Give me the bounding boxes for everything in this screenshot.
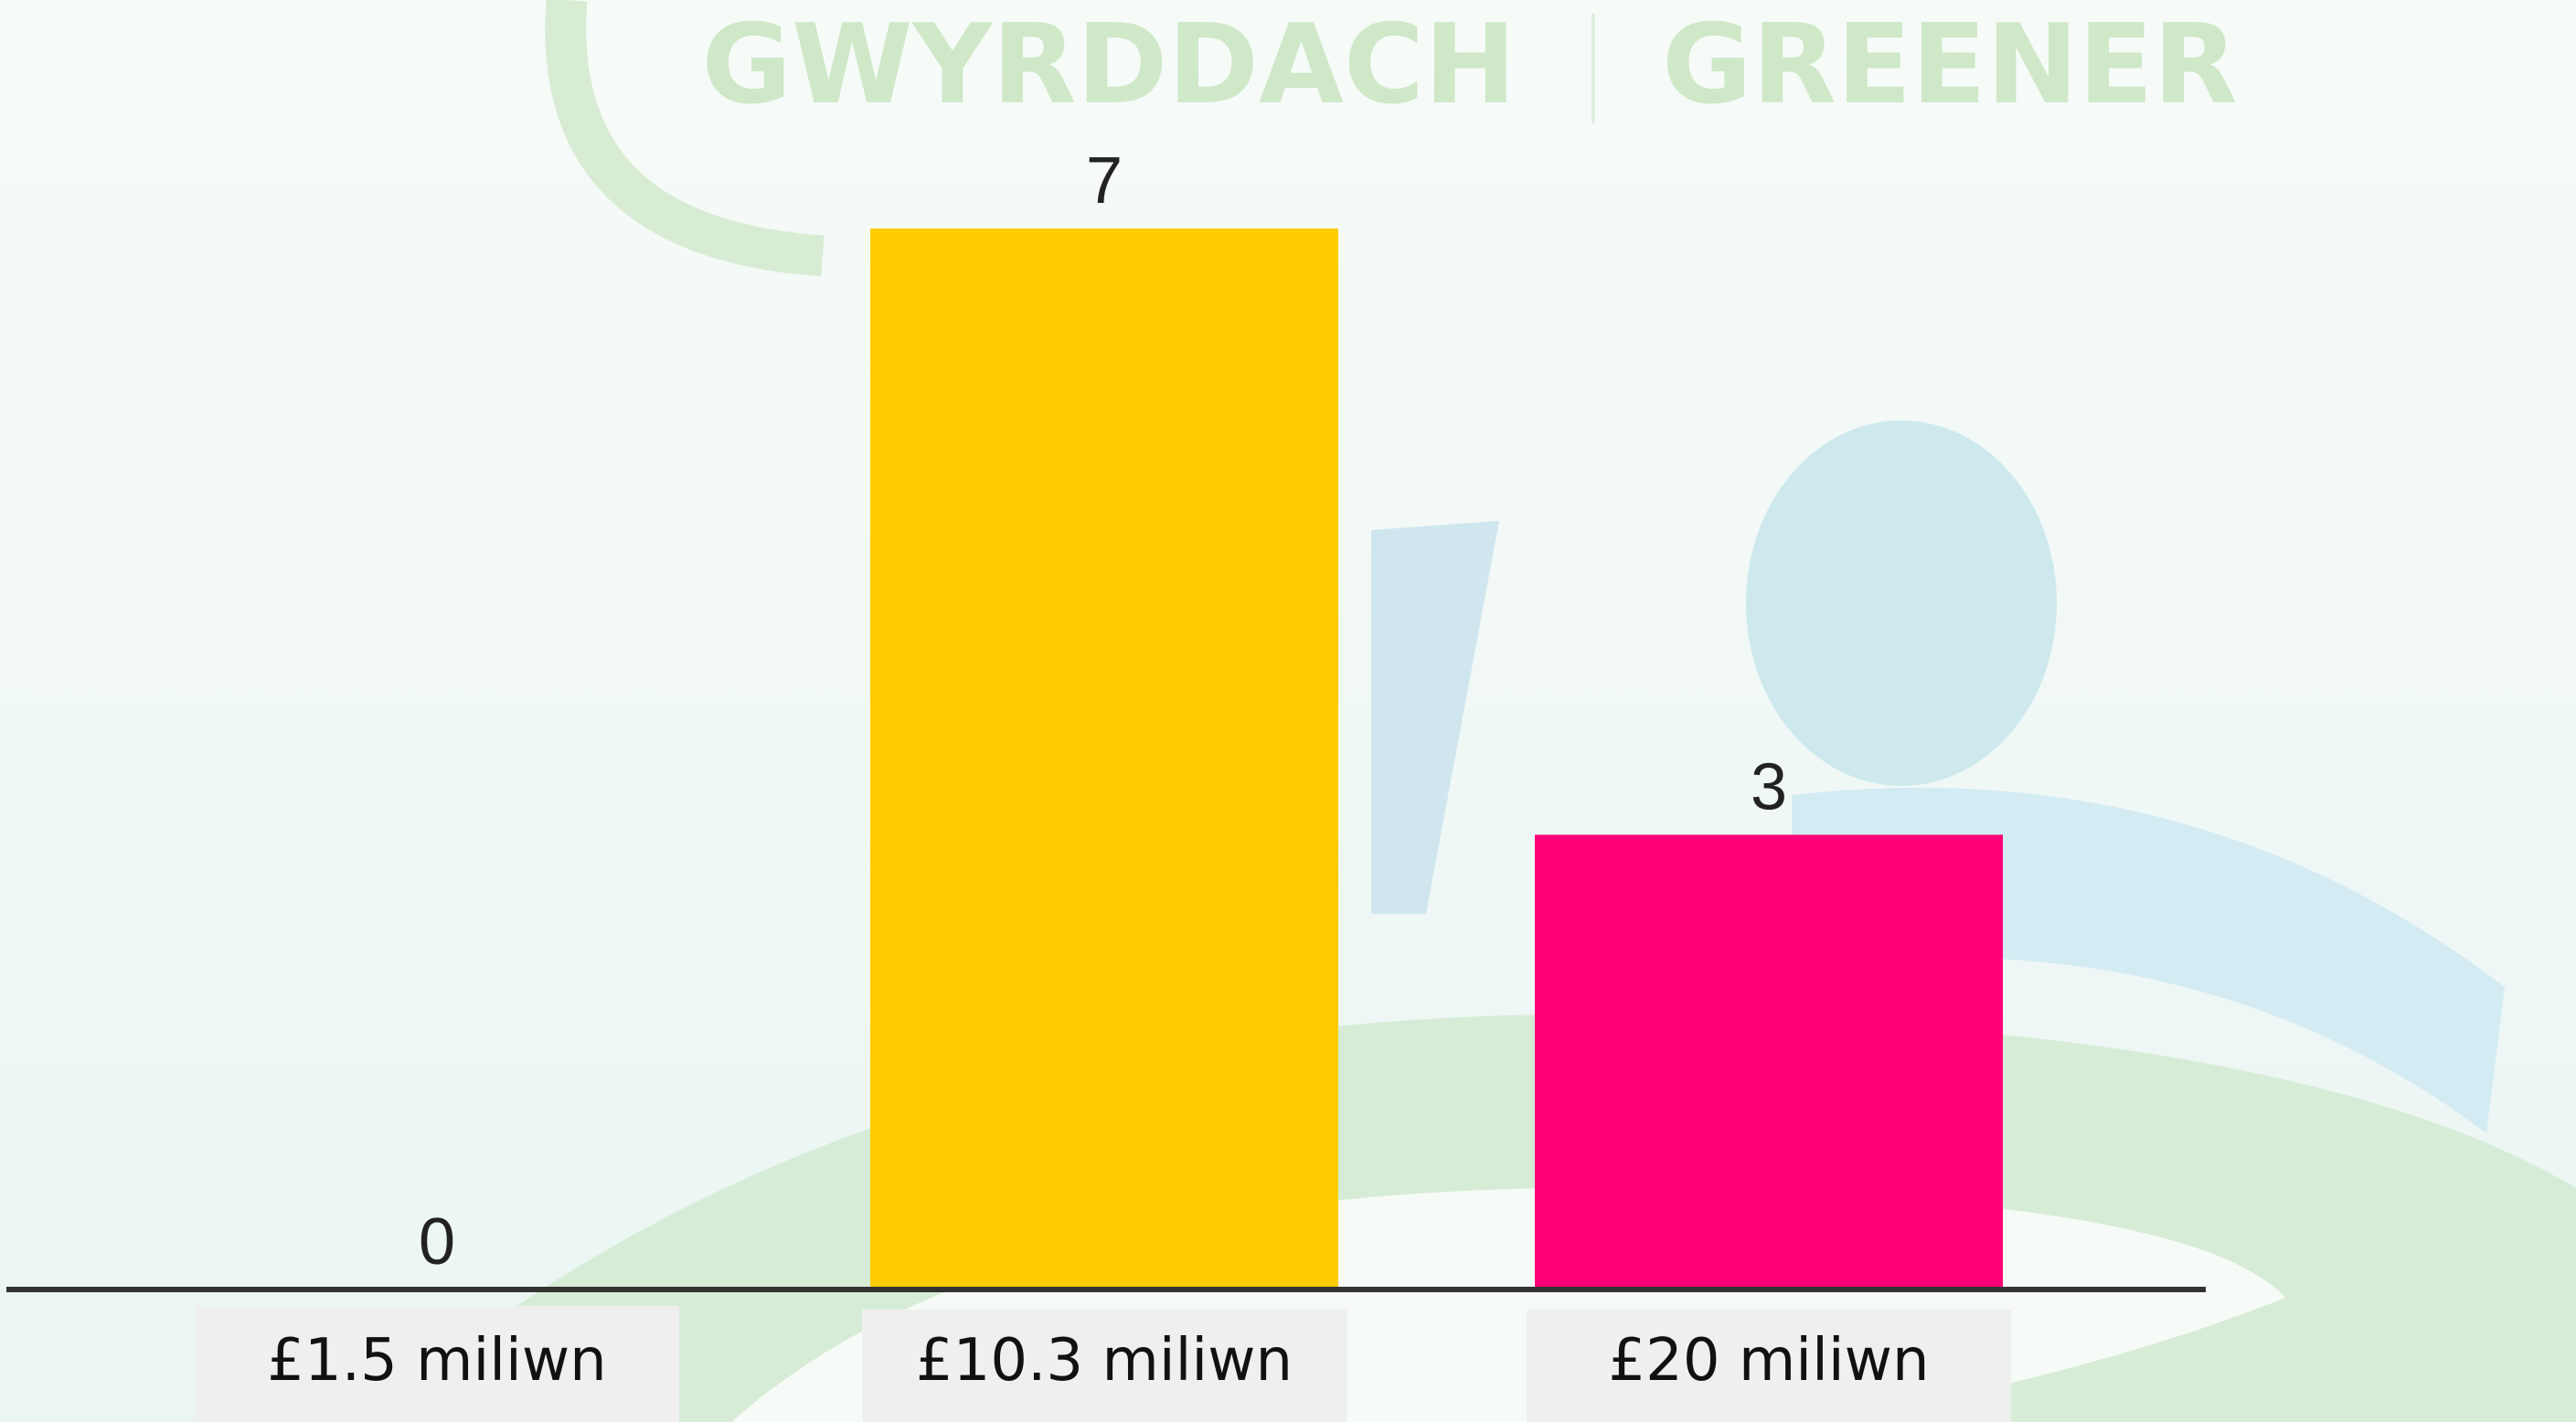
- header-left: GWYRDDACH: [702, 2, 1517, 129]
- decor-tree: [1746, 420, 2057, 786]
- chart: GWYRDDACH GREENER £1.5 miliwn 0 £10.3 mili…: [0, 0, 2576, 1422]
- bar: [1535, 834, 2003, 1289]
- header-right: GREENER: [1662, 2, 2238, 129]
- x-tick-label: £1.5 miliwn: [267, 1327, 606, 1395]
- bar: [870, 228, 1338, 1289]
- data-label: 0: [419, 1205, 455, 1279]
- x-tick-label: £10.3 miliwn: [916, 1327, 1293, 1395]
- data-label: 7: [1086, 144, 1123, 218]
- x-tick-label: £20 miliwn: [1608, 1327, 1929, 1395]
- data-label: 3: [1751, 750, 1787, 823]
